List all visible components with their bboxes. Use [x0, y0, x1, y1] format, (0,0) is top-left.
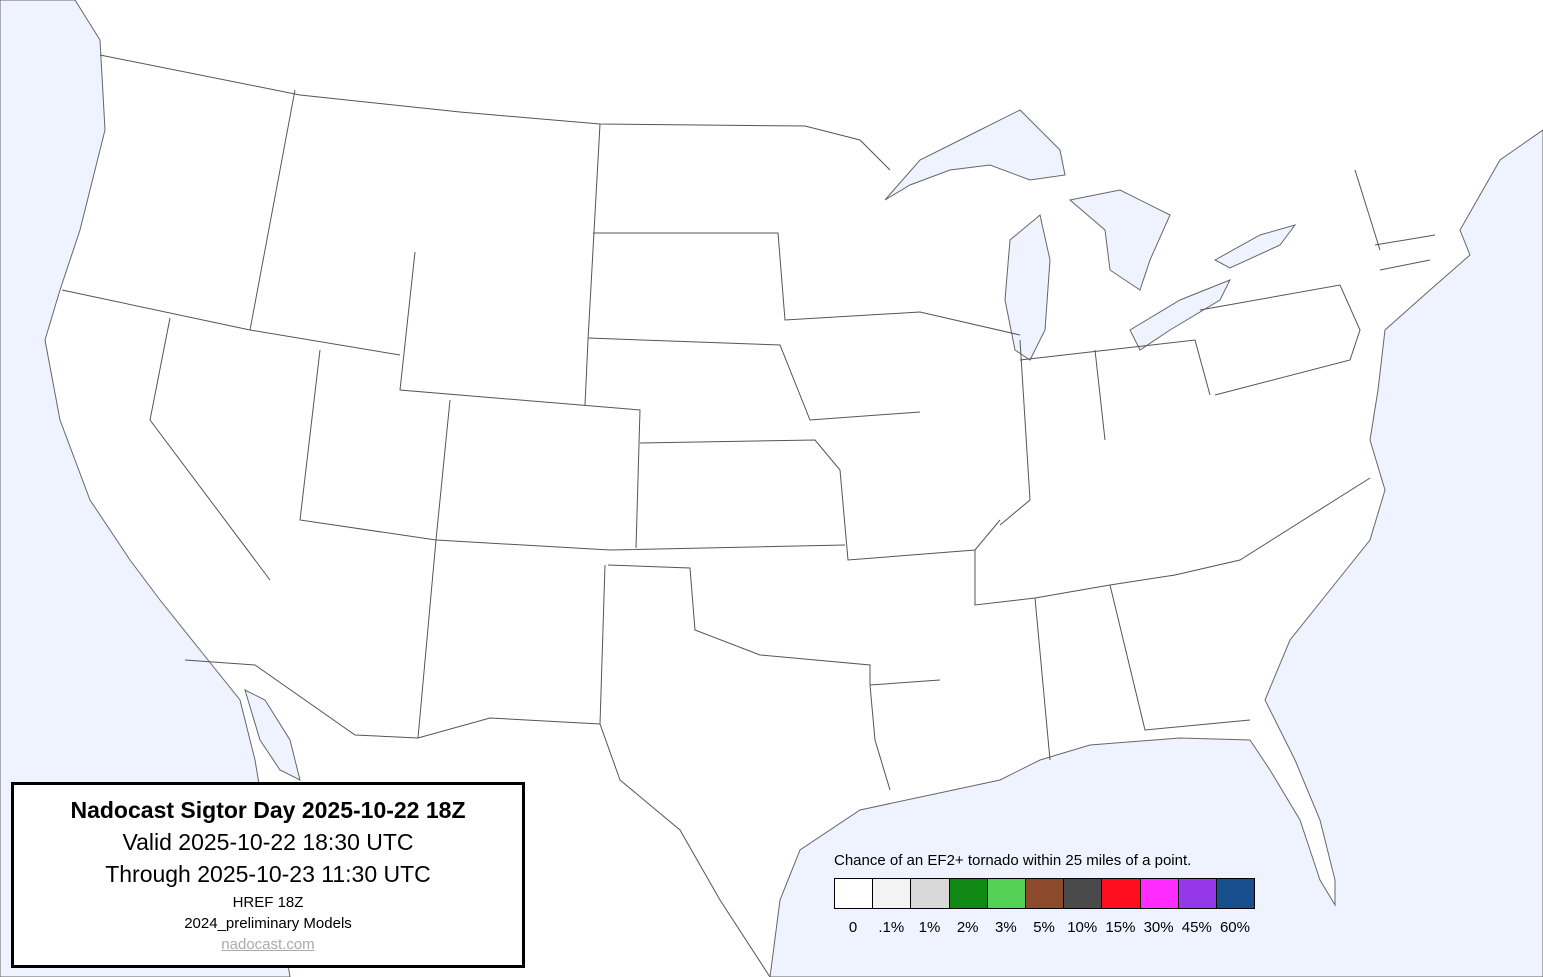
- map-title: Nadocast Sigtor Day 2025-10-22 18Z: [70, 797, 466, 823]
- state-line: [593, 232, 1021, 336]
- state-line: [584, 123, 601, 406]
- state-line: [869, 684, 891, 791]
- state-line: [1199, 284, 1361, 396]
- nadocast-link[interactable]: nadocast.com: [221, 936, 315, 953]
- legend-caption: Chance of an EF2+ tornado within 25 mile…: [834, 852, 1192, 869]
- legend-swatch: [1025, 879, 1065, 908]
- through-time: Through 2025-10-23 11:30 UTC: [105, 861, 431, 887]
- lake-huron: [1068, 189, 1171, 291]
- gulf-and-atlantic: [769, 129, 1543, 977]
- valid-time: Valid 2025-10-22 18:30 UTC: [122, 829, 414, 855]
- state-line: [249, 89, 296, 331]
- legend-swatch: [873, 879, 912, 908]
- legend-label: 10%: [1067, 919, 1098, 936]
- legend-swatch: [987, 879, 1026, 908]
- state-line: [639, 439, 1001, 561]
- legend-label: 30%: [1143, 919, 1174, 936]
- legend-label: .1%: [878, 919, 905, 936]
- state-line: [417, 399, 451, 739]
- legend-swatch: [911, 879, 950, 908]
- state-line: [999, 339, 1211, 526]
- state-line: [599, 564, 606, 725]
- legend-label: 5%: [1033, 919, 1055, 936]
- legend-label: 3%: [995, 919, 1017, 936]
- model-run: HREF 18Z: [232, 894, 304, 911]
- state-line: [1354, 169, 1436, 271]
- lake-superior: [884, 109, 1066, 201]
- legend-swatch: [949, 879, 988, 908]
- legend-swatch: [835, 879, 874, 908]
- legend-swatch: [1140, 879, 1179, 908]
- legend-swatch: [1216, 879, 1255, 908]
- legend-label: 60%: [1219, 919, 1250, 936]
- lake-michigan: [1004, 214, 1051, 361]
- state-line: [587, 337, 921, 421]
- legend-swatch: [1178, 879, 1217, 908]
- legend-swatch: [1064, 879, 1103, 908]
- state-borders: [61, 54, 1436, 977]
- title-box: Nadocast Sigtor Day 2025-10-22 18Z Valid…: [11, 782, 525, 968]
- legend-labels: 0 .1% 1% 2% 3% 5% 10% 15% 30% 45% 60%: [834, 919, 1254, 936]
- state-line: [149, 317, 271, 581]
- lake-erie: [1129, 279, 1232, 351]
- legend-label: 0: [848, 919, 858, 936]
- state-line: [399, 251, 641, 549]
- legend-label: 45%: [1181, 919, 1212, 936]
- state-line: [1034, 584, 1251, 761]
- legend: Chance of an EF2+ tornado within 25 mile…: [834, 852, 1255, 936]
- gulf-of-california: [244, 689, 301, 781]
- legend-swatches: [834, 878, 1255, 909]
- models-version: 2024_preliminary Models: [184, 915, 352, 932]
- legend-swatch: [1102, 879, 1141, 908]
- mexico-border: [184, 659, 771, 977]
- great-lakes: [884, 109, 1297, 361]
- legend-label: 2%: [956, 919, 979, 936]
- legend-label: 15%: [1105, 919, 1136, 936]
- legend-label: 1%: [918, 919, 941, 936]
- lake-ontario: [1213, 224, 1297, 269]
